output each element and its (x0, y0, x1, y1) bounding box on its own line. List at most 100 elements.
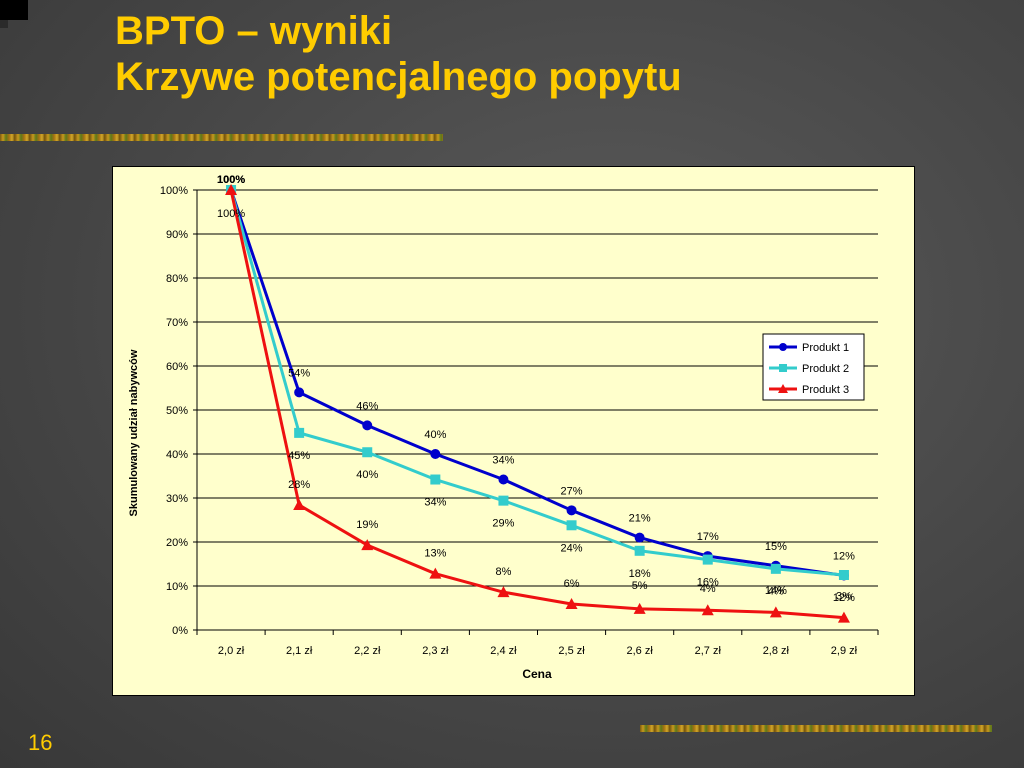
marker-triangle (778, 384, 788, 393)
marker-circle (634, 532, 645, 543)
data-label: 17% (697, 531, 719, 543)
legend-label: Produkt 2 (802, 363, 849, 375)
series-line (229, 189, 845, 620)
data-label: 13% (424, 548, 446, 560)
series-produkt-1 (226, 185, 849, 581)
y-tick-label: 30% (166, 493, 188, 505)
y-tick-label: 50% (166, 405, 188, 417)
marker-square (838, 570, 849, 580)
marker-triangle (565, 598, 578, 610)
title-line-2: Krzywe potencjalnego popytu (115, 55, 682, 99)
data-label: 29% (492, 518, 514, 530)
chart-data-labels: 100% 54% 46% 40% 34% 27% 21% 17% 15% 12% 100% 45% 40… (217, 174, 855, 604)
y-tick-label: 40% (166, 449, 188, 461)
marker-circle (498, 474, 509, 485)
data-label: 18% (629, 568, 651, 580)
marker-square (430, 474, 441, 485)
marker-square (362, 447, 373, 458)
data-label: 28% (288, 479, 310, 491)
x-tick-label: 2,8 zł (763, 645, 790, 657)
chart-legend: Produkt 1 Produkt 2 Produkt 3 (762, 333, 865, 401)
slide-title: BPTO – wyniki Krzywe potencjalnego popyt… (115, 8, 682, 100)
data-label: 27% (561, 485, 583, 497)
data-label: 34% (492, 455, 514, 467)
y-tick-label: 0% (172, 625, 188, 637)
marker-square (702, 554, 713, 565)
x-tick-label: 2,3 zł (422, 645, 449, 657)
marker-square (294, 427, 305, 438)
data-label: 40% (356, 469, 378, 481)
marker-triangle (361, 539, 374, 551)
x-tick-label: 2,9 zł (831, 645, 858, 657)
x-tick-label: 2,0 zł (218, 645, 245, 657)
chart-container: 0% 10% 20% 30% 40% 50% 60% 70% 80% 90% 100% 2,0 zł 2… (112, 166, 915, 696)
marker-triangle (769, 606, 782, 618)
data-label: 34% (424, 497, 446, 509)
data-label: 24% (561, 542, 583, 554)
data-label: 4% (768, 585, 784, 597)
x-tick-label: 2,7 zł (695, 645, 722, 657)
data-label: 8% (495, 566, 511, 578)
marker-triangle (225, 184, 238, 195)
legend-item: Produkt 3 (769, 384, 849, 396)
page-number: 16 (28, 730, 53, 755)
chart-series (225, 184, 850, 623)
title-line-1: BPTO – wyniki (115, 9, 393, 53)
marker-triangle (837, 611, 850, 623)
data-label: 54% (288, 367, 310, 379)
y-tick-label: 90% (166, 229, 188, 241)
marker-circle (430, 449, 441, 459)
x-tick-label: 2,2 zł (354, 645, 381, 657)
y-tick-label: 100% (160, 185, 188, 197)
series-produkt-3 (225, 184, 850, 623)
marker-triangle (293, 499, 306, 511)
chart-grid (197, 189, 878, 587)
data-label: 6% (564, 578, 580, 590)
y-tick-label: 10% (166, 581, 188, 593)
marker-square (634, 545, 645, 556)
marker-square (566, 520, 577, 531)
data-label: 45% (288, 450, 310, 462)
data-label: 3% (836, 591, 852, 603)
x-tick-label: 2,5 zł (558, 645, 585, 657)
corner-decoration-small (0, 20, 8, 28)
marker-square (779, 364, 787, 372)
marker-triangle (633, 602, 646, 614)
data-label: 16% (697, 577, 719, 589)
y-tick-label: 60% (166, 361, 188, 373)
corner-decoration (0, 0, 28, 20)
marker-square (498, 495, 509, 506)
data-label: 12% (833, 592, 855, 604)
data-label: 19% (356, 519, 378, 531)
x-axis-label: Cena (522, 667, 552, 681)
data-label: 100% (217, 174, 245, 186)
y-tick-label: 70% (166, 317, 188, 329)
data-label: 12% (833, 550, 855, 562)
line-chart: 0% 10% 20% 30% 40% 50% 60% 70% 80% 90% 100% 2,0 zł 2… (128, 174, 879, 681)
x-tick-label: 2,4 zł (490, 645, 517, 657)
marker-circle (566, 505, 577, 516)
data-label: 40% (424, 429, 446, 441)
marker-circle (779, 343, 787, 351)
chart-axes: 0% 10% 20% 30% 40% 50% 60% 70% 80% 90% 100% 2,0 zł 2… (160, 185, 879, 657)
data-label: 5% (632, 580, 648, 592)
data-label: 4% (700, 583, 716, 595)
series-produkt-2 (226, 185, 849, 580)
series-line (229, 189, 845, 577)
data-label: 100% (217, 208, 245, 220)
data-label: 21% (629, 513, 651, 525)
legend-item: Produkt 1 (769, 342, 849, 354)
data-label: 46% (356, 400, 378, 412)
data-label: 100% (217, 174, 245, 186)
y-tick-label: 20% (166, 537, 188, 549)
data-label: 15% (765, 541, 787, 553)
marker-triangle (701, 604, 714, 616)
marker-circle (294, 387, 305, 398)
marker-triangle (497, 586, 510, 598)
y-axis-label: Skumulowany udział nabywców (128, 349, 140, 516)
data-label: 14% (765, 585, 787, 597)
marker-square (770, 563, 781, 574)
legend-item: Produkt 2 (769, 363, 849, 375)
legend-label: Produkt 1 (802, 342, 849, 354)
legend-label: Produkt 3 (802, 384, 849, 396)
